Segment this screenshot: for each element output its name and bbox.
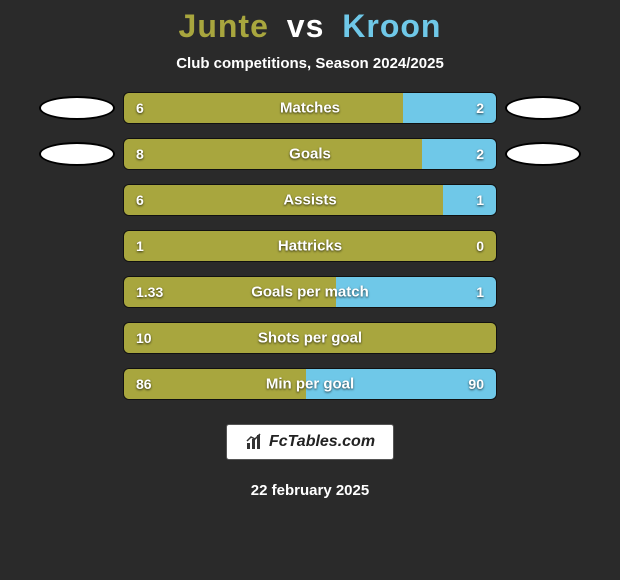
avatar-slot-right — [497, 142, 589, 166]
stat-value-right: 2 — [476, 146, 484, 162]
attribution-text: FcTables.com — [269, 433, 375, 451]
stat-value-left: 6 — [136, 100, 144, 116]
stat-label: Goals per match — [251, 284, 369, 301]
player2-name: Kroon — [342, 8, 441, 44]
stat-value-right: 1 — [476, 284, 484, 300]
stat-bar: 6 1 Assists — [123, 184, 497, 216]
vs-separator: vs — [287, 8, 325, 44]
stat-row: 86 90 Min per goal — [0, 368, 620, 400]
stat-row: 8 2 Goals — [0, 138, 620, 170]
bar-segment-left — [124, 139, 422, 169]
bar-segment-left — [124, 93, 403, 123]
avatar-placeholder — [505, 96, 581, 120]
stat-label: Hattricks — [278, 238, 342, 255]
stat-value-left: 10 — [136, 330, 152, 346]
stat-label: Goals — [289, 146, 331, 163]
stat-label: Shots per goal — [258, 330, 362, 347]
stat-row: 1 0 Hattricks — [0, 230, 620, 262]
stat-label: Assists — [283, 192, 336, 209]
stat-label: Matches — [280, 100, 340, 117]
stat-bar: 6 2 Matches — [123, 92, 497, 124]
player1-name: Junte — [179, 8, 269, 44]
stat-value-left: 8 — [136, 146, 144, 162]
bar-segment-right — [443, 185, 496, 215]
stat-value-left: 1.33 — [136, 284, 163, 300]
stat-bar: 86 90 Min per goal — [123, 368, 497, 400]
stat-bar: 10 Shots per goal — [123, 322, 497, 354]
stat-row: 1.33 1 Goals per match — [0, 276, 620, 308]
avatar-slot-left — [31, 96, 123, 120]
stat-bar: 8 2 Goals — [123, 138, 497, 170]
stat-value-left: 6 — [136, 192, 144, 208]
stat-value-right: 90 — [468, 376, 484, 392]
avatar-placeholder — [39, 96, 115, 120]
stat-bar: 1.33 1 Goals per match — [123, 276, 497, 308]
avatar-slot-right — [497, 96, 589, 120]
subtitle: Club competitions, Season 2024/2025 — [176, 55, 444, 72]
stat-value-right: 0 — [476, 238, 484, 254]
stat-row: 6 1 Assists — [0, 184, 620, 216]
stat-row: 10 Shots per goal — [0, 322, 620, 354]
avatar-slot-left — [31, 142, 123, 166]
stat-bar: 1 0 Hattricks — [123, 230, 497, 262]
stat-row: 6 2 Matches — [0, 92, 620, 124]
date-text: 22 february 2025 — [251, 482, 369, 499]
comparison-title: Junte vs Kroon — [179, 8, 442, 45]
bar-segment-right — [422, 139, 496, 169]
stat-value-left: 1 — [136, 238, 144, 254]
avatar-placeholder — [39, 142, 115, 166]
attribution-box: FcTables.com — [226, 424, 394, 460]
stat-label: Min per goal — [266, 376, 354, 393]
avatar-placeholder — [505, 142, 581, 166]
stat-value-right: 2 — [476, 100, 484, 116]
stats-container: 62Matches82Goals61Assists10Hattricks1.33… — [0, 92, 620, 400]
chart-icon — [245, 433, 263, 451]
stat-value-left: 86 — [136, 376, 152, 392]
stat-value-right: 1 — [476, 192, 484, 208]
